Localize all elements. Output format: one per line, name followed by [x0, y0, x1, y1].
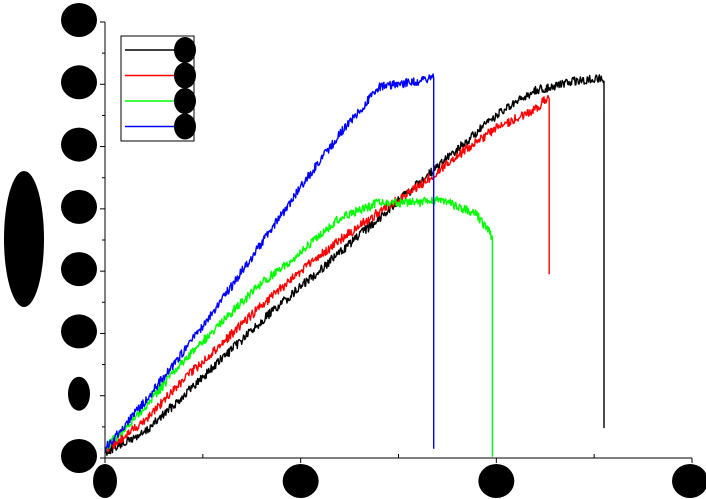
legend-label-redacted: [174, 113, 196, 140]
legend-label-redacted: [174, 88, 196, 114]
legend-label-redacted: [174, 62, 196, 89]
y-axis-title-redacted: [4, 171, 44, 307]
series-line-2: [104, 94, 550, 453]
series-line-3: [104, 195, 494, 457]
y-tick-label-redacted: [61, 127, 97, 162]
x-tick-label-redacted: [478, 464, 515, 498]
legend-label-redacted: [174, 37, 196, 63]
y-tick-label-redacted: [61, 314, 97, 349]
y-tick-label-redacted: [68, 376, 90, 411]
x-tick-label-redacted: [282, 464, 319, 498]
series-group: [104, 73, 605, 457]
y-tick-label-redacted: [61, 439, 97, 473]
axes: [61, 3, 706, 498]
y-axis-label-redacted: [4, 171, 44, 307]
y-tick-label-redacted: [61, 252, 97, 287]
x-tick-label-redacted: [672, 464, 706, 498]
x-tick-label-redacted: [93, 464, 117, 498]
y-tick-label-redacted: [61, 189, 97, 224]
series-line-4: [104, 73, 435, 452]
y-tick-label-redacted: [61, 65, 97, 100]
series-line-1: [104, 74, 605, 456]
y-tick-label-redacted: [61, 3, 97, 37]
legend: [120, 35, 196, 142]
